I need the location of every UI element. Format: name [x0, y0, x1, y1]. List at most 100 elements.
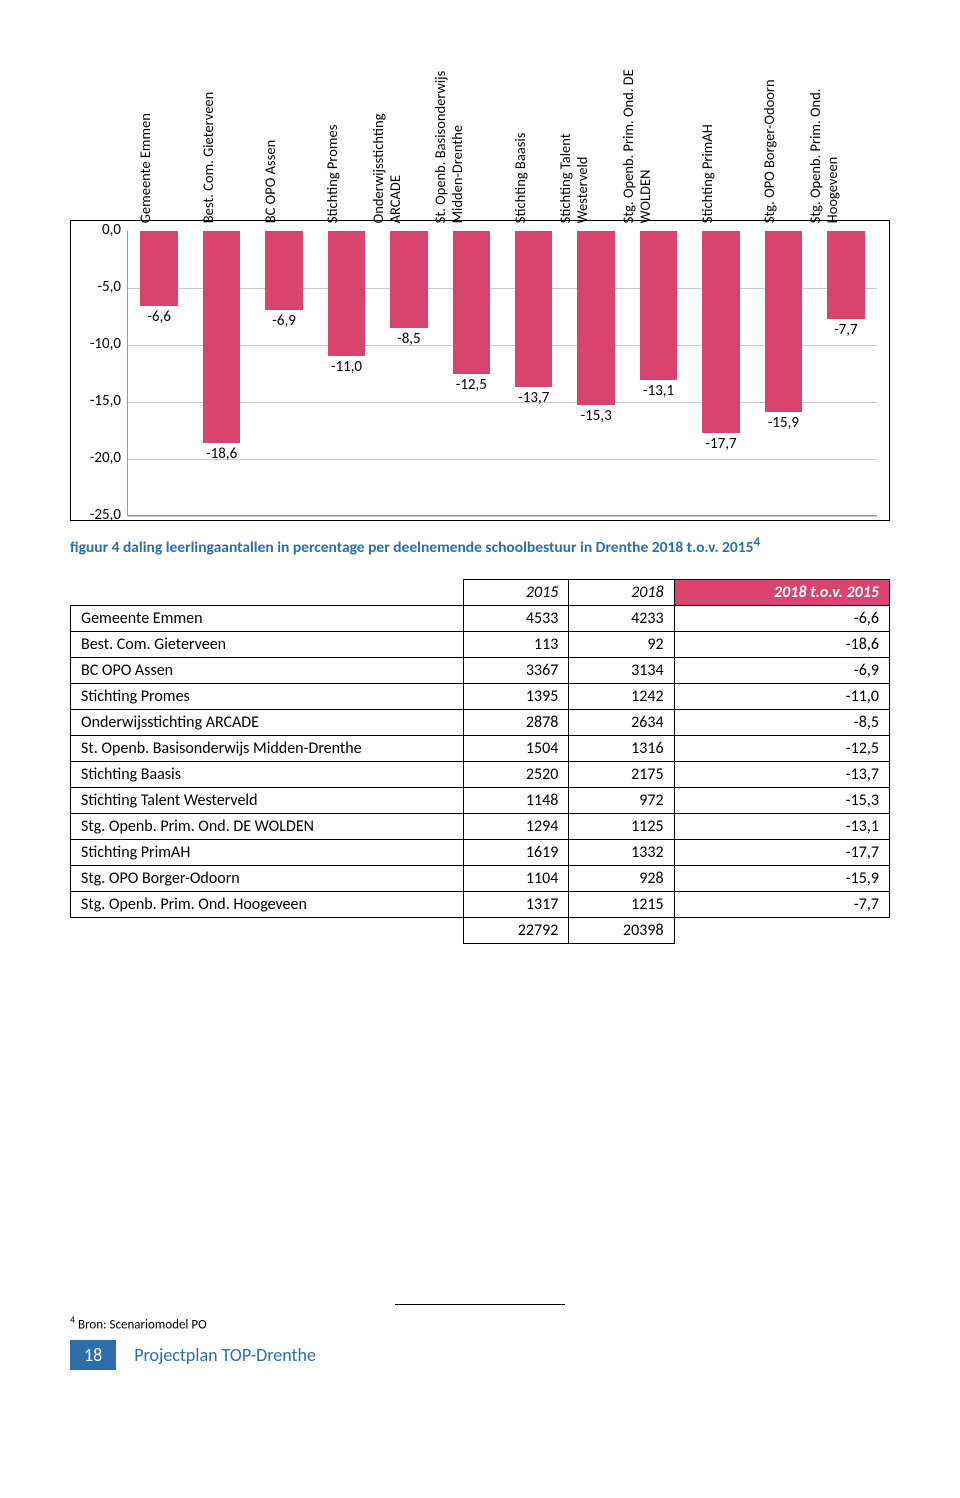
bar-slot: Gemeente Emmen-6,6 [128, 231, 190, 515]
bar-category-label: Stichting Promes [325, 124, 340, 223]
table-row: St. Openb. Basisonderwijs Midden-Drenthe… [71, 736, 890, 762]
table-cell: -13,7 [674, 762, 889, 788]
bar-value-label: -18,6 [206, 445, 237, 463]
bar-slot: OnderwijsstichtingARCADE-8,5 [378, 231, 440, 515]
row-label: Stg. Openb. Prim. Ond. Hoogeveen [71, 892, 464, 918]
table-cell: 2520 [464, 762, 569, 788]
table-cell: 1332 [569, 840, 674, 866]
table-row: Stg. Openb. Prim. Ond. DE WOLDEN12941125… [71, 814, 890, 840]
table-header: 2018 [569, 580, 674, 606]
table-cell: 4233 [569, 606, 674, 632]
table-cell: 1395 [464, 684, 569, 710]
table-cell: 1242 [569, 684, 674, 710]
bar-value-label: -6,9 [272, 312, 296, 330]
table-header: 2018 t.o.v. 2015 [674, 580, 889, 606]
bar-category-label: BC OPO Assen [263, 140, 278, 223]
bar [203, 231, 240, 443]
bar-value-label: -7,7 [834, 321, 858, 339]
bar-slot: Stichting Baasis-13,7 [503, 231, 565, 515]
row-label: Stichting Baasis [71, 762, 464, 788]
table-cell: -17,7 [674, 840, 889, 866]
table-cell: -18,6 [674, 632, 889, 658]
page-number: 18 [70, 1340, 116, 1370]
bar-category-label: OnderwijsstichtingARCADE [370, 113, 403, 223]
table-row: Stichting Talent Westerveld1148972-15,3 [71, 788, 890, 814]
bar-value-label: -17,7 [705, 435, 736, 453]
table-row: Stichting Promes13951242-11,0 [71, 684, 890, 710]
table-cell: 2634 [569, 710, 674, 736]
bar [515, 231, 552, 387]
bar-value-label: -12,5 [456, 376, 487, 394]
row-label: Best. Com. Gieterveen [71, 632, 464, 658]
bar-category-label: Gemeente Emmen [138, 113, 153, 223]
table-row: Stichting PrimAH16191332-17,7 [71, 840, 890, 866]
table-cell: 113 [464, 632, 569, 658]
row-label: Stichting Promes [71, 684, 464, 710]
table-row: BC OPO Assen33673134-6,9 [71, 658, 890, 684]
footnote-rule [395, 1304, 565, 1305]
row-label: St. Openb. Basisonderwijs Midden-Drenthe [71, 736, 464, 762]
y-axis-labels: 0,0-5,0-10,0-15,0-20,0-25,0 [83, 231, 127, 516]
bar-value-label: -8,5 [397, 330, 421, 348]
bar-value-label: -13,7 [518, 389, 549, 407]
table-cell: -12,5 [674, 736, 889, 762]
bar [765, 231, 802, 412]
footnote-text: Bron: Scenariomodel PO [78, 1317, 207, 1332]
table-cell: 92 [569, 632, 674, 658]
table-cell: 1619 [464, 840, 569, 866]
bar-slot: Best. Com. Gieterveen-18,6 [190, 231, 252, 515]
table-cell: -6,6 [674, 606, 889, 632]
table-cell: 3367 [464, 658, 569, 684]
bar [328, 231, 365, 356]
row-label: Gemeente Emmen [71, 606, 464, 632]
bar-slot: Stg. Openb. Prim. Ond.Hoogeveen-7,7 [815, 231, 877, 515]
table-cell: -8,5 [674, 710, 889, 736]
bar-slot: Stg. Openb. Prim. Ond. DEWOLDEN-13,1 [627, 231, 689, 515]
table-cell: -15,3 [674, 788, 889, 814]
table-row: Gemeente Emmen45334233-6,6 [71, 606, 890, 632]
figure-caption: figuur 4 daling leerlingaantallen in per… [70, 535, 890, 557]
table-cell: 972 [569, 788, 674, 814]
bar [265, 231, 302, 310]
table-row: Onderwijsstichting ARCADE28782634-8,5 [71, 710, 890, 736]
bar-value-label: -11,0 [331, 358, 362, 376]
table-cell: -15,9 [674, 866, 889, 892]
row-label: BC OPO Assen [71, 658, 464, 684]
bar-value-label: -15,9 [768, 414, 799, 432]
bar-category-label: Stg. OPO Borger-Odoorn [762, 79, 777, 223]
table-row: Stichting Baasis25202175-13,7 [71, 762, 890, 788]
table-cell: 2878 [464, 710, 569, 736]
bar [390, 231, 427, 328]
table-header: 2015 [464, 580, 569, 606]
table-cell: 1316 [569, 736, 674, 762]
table-cell: 1148 [464, 788, 569, 814]
table-cell: 1125 [569, 814, 674, 840]
table-cell: 1294 [464, 814, 569, 840]
row-label: Stichting PrimAH [71, 840, 464, 866]
bar-slot: Stichting Promes-11,0 [315, 231, 377, 515]
figure-caption-text: figuur 4 daling leerlingaantallen in per… [70, 538, 753, 557]
bar [140, 231, 177, 306]
table-cell: 2175 [569, 762, 674, 788]
table-total: 22792 [464, 918, 569, 944]
table-cell: -6,9 [674, 658, 889, 684]
table-row: Stg. OPO Borger-Odoorn1104928-15,9 [71, 866, 890, 892]
bar-slot: Stichting PrimAH-17,7 [690, 231, 752, 515]
bar [577, 231, 614, 405]
row-label: Stichting Talent Westerveld [71, 788, 464, 814]
bar-category-label: Stg. Openb. Prim. Ond.Hoogeveen [807, 88, 840, 223]
bar [453, 231, 490, 374]
chart-plot: Gemeente Emmen-6,6Best. Com. Gieterveen-… [127, 231, 877, 516]
bar-slot: Stg. OPO Borger-Odoorn-15,9 [752, 231, 814, 515]
data-table: 201520182018 t.o.v. 2015Gemeente Emmen45… [70, 579, 890, 944]
bar-category-label: Stichting Baasis [513, 132, 528, 223]
table-cell: -11,0 [674, 684, 889, 710]
table-cell: 4533 [464, 606, 569, 632]
footnote: 4 Bron: Scenariomodel PO [70, 1313, 890, 1332]
bar-value-label: -13,1 [643, 382, 674, 400]
table-total: 20398 [569, 918, 674, 944]
bar-chart: 0,0-5,0-10,0-15,0-20,0-25,0 Gemeente Emm… [70, 220, 890, 521]
bar-category-label: Stichting TalentWesterveld [557, 133, 590, 223]
bar-slot: BC OPO Assen-6,9 [253, 231, 315, 515]
table-cell: 1504 [464, 736, 569, 762]
